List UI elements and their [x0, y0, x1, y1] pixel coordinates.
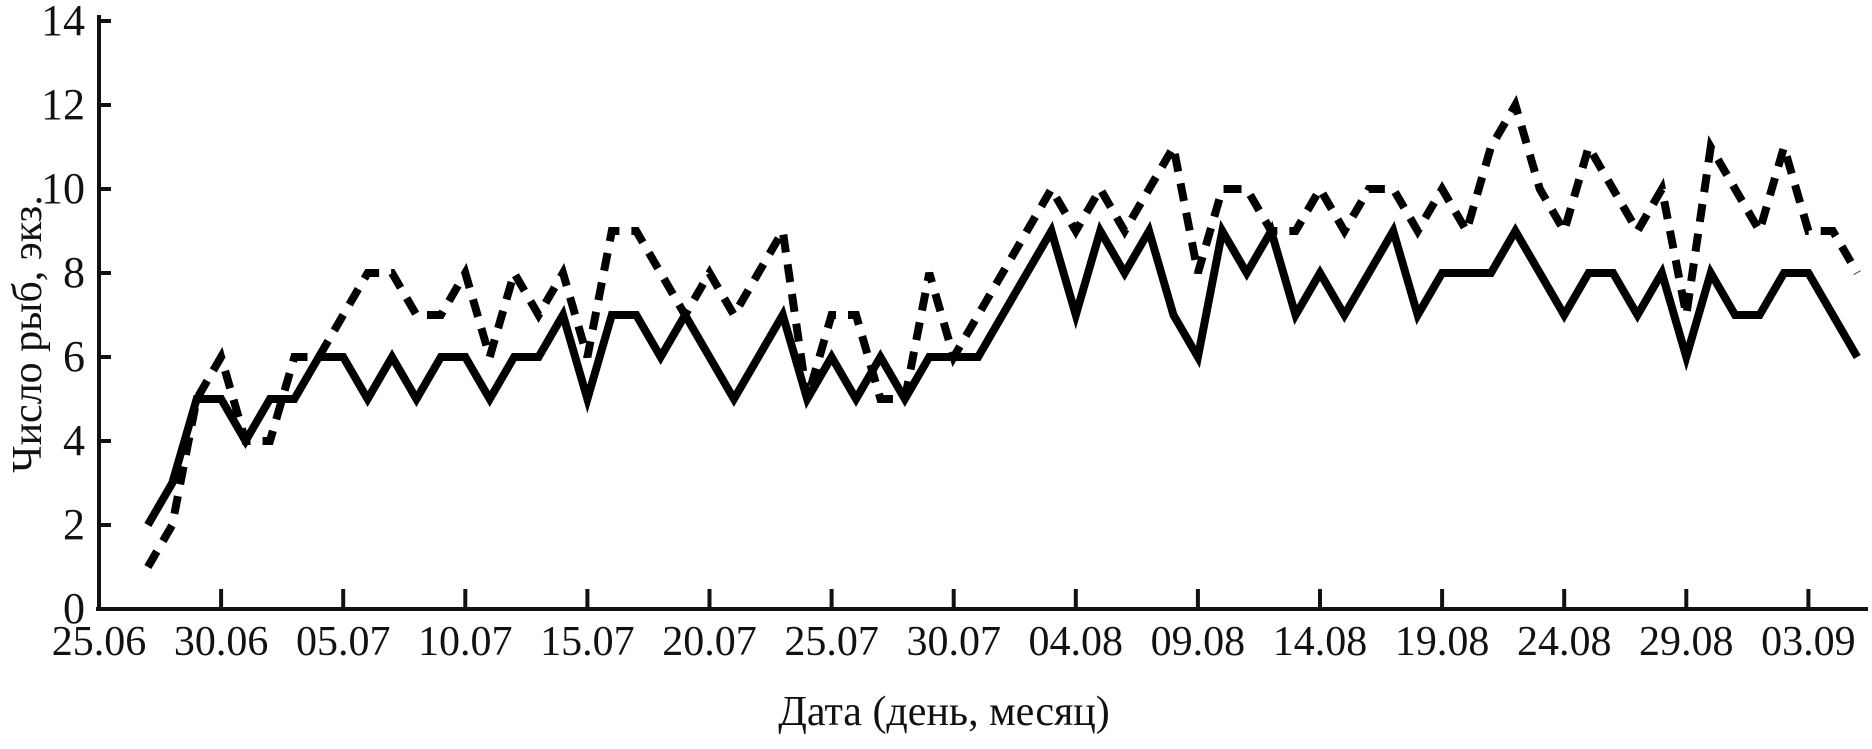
- x-tick-label: 15.07: [540, 619, 635, 665]
- x-tick-label: 30.07: [906, 619, 1001, 665]
- x-tick-label: 30.06: [174, 619, 269, 665]
- x-tick-label: 09.08: [1151, 619, 1246, 665]
- x-tick-label: 29.08: [1639, 619, 1734, 665]
- y-tick-label: 10: [41, 164, 85, 213]
- x-tick-label: 25.06: [52, 619, 147, 665]
- x-tick-label: 20.07: [662, 619, 757, 665]
- y-tick-label: 8: [63, 248, 85, 297]
- series-solid-line: [144, 219, 1861, 528]
- x-tick-label: 19.08: [1395, 619, 1490, 665]
- x-tick-label: 24.08: [1517, 619, 1612, 665]
- x-tick-label: 04.08: [1029, 619, 1124, 665]
- x-tick-label: 25.07: [784, 619, 879, 665]
- y-tick-label: 6: [63, 332, 85, 381]
- y-tick-label: 14: [41, 0, 85, 45]
- x-tick-label: 10.07: [418, 619, 513, 665]
- y-axis-label: Число рыб, экз.: [5, 195, 51, 473]
- y-tick-label: 12: [41, 80, 85, 129]
- x-tick-label: 14.08: [1273, 619, 1368, 665]
- x-axis-label: Дата (день, месяц): [778, 689, 1110, 735]
- x-tick-label: 03.09: [1761, 619, 1856, 665]
- series-dashed-line: [144, 94, 1861, 570]
- y-tick-label: 0: [63, 584, 85, 633]
- y-tick-label: 4: [63, 416, 85, 465]
- y-tick-label: 2: [63, 500, 85, 549]
- x-tick-label: 05.07: [296, 619, 391, 665]
